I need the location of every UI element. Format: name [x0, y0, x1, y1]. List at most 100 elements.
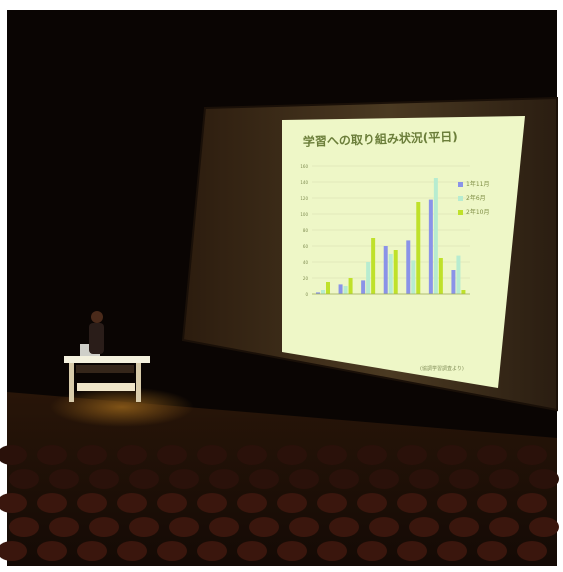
- seat: [117, 541, 147, 561]
- seat: [317, 541, 347, 561]
- seat: [169, 469, 199, 489]
- chart-bar: [371, 238, 376, 294]
- seat: [529, 469, 559, 489]
- seat: [9, 469, 39, 489]
- projected-slide: 学習への取り組み状況(平日) 160 140 120 100 80 60 40 20 0 1年1…: [282, 116, 525, 388]
- seat: [77, 541, 107, 561]
- chart-bar: [388, 254, 393, 294]
- seat: [477, 445, 507, 465]
- legend-swatch: [458, 196, 463, 201]
- legend-label: 2年10月: [466, 208, 489, 216]
- chart-legend: 1年11月 2年6月 2年10月: [458, 180, 489, 216]
- chart-bar: [343, 286, 348, 294]
- seat: [489, 517, 519, 537]
- seat: [317, 445, 347, 465]
- seat: [129, 469, 159, 489]
- seat: [37, 493, 67, 513]
- seat: [357, 445, 387, 465]
- chart-y-tick-label: 160: [300, 164, 308, 169]
- seat: [409, 517, 439, 537]
- seat: [49, 469, 79, 489]
- seat: [437, 493, 467, 513]
- seat: [477, 541, 507, 561]
- seat: [437, 445, 467, 465]
- seat: [197, 541, 227, 561]
- seat: [197, 445, 227, 465]
- seat: [277, 445, 307, 465]
- seat: [0, 541, 27, 561]
- audience-seats: [0, 445, 559, 561]
- seat: [517, 493, 547, 513]
- seat: [157, 493, 187, 513]
- chart-bar: [438, 258, 443, 294]
- seat: [329, 517, 359, 537]
- seat: [157, 541, 187, 561]
- seat: [77, 445, 107, 465]
- seat: [277, 493, 307, 513]
- seat: [397, 541, 427, 561]
- seat: [209, 469, 239, 489]
- chart-bar: [366, 262, 371, 294]
- seat: [437, 541, 467, 561]
- chart-bar: [361, 280, 366, 294]
- chart-bar: [433, 178, 438, 294]
- seat: [317, 493, 347, 513]
- seat: [449, 469, 479, 489]
- slide-title: 学習への取り組み状況(平日): [303, 129, 458, 149]
- chart-bar: [428, 199, 433, 294]
- seat: [49, 517, 79, 537]
- legend-swatch: [458, 210, 463, 215]
- seat: [0, 493, 27, 513]
- chart-y-tick-label: 140: [300, 180, 308, 185]
- seat: [449, 517, 479, 537]
- chart-bar: [461, 290, 466, 294]
- seat: [477, 493, 507, 513]
- seat: [357, 493, 387, 513]
- seat: [0, 445, 27, 465]
- seat: [289, 469, 319, 489]
- legend-swatch: [458, 182, 463, 187]
- seat: [529, 517, 559, 537]
- chart-bars: [312, 178, 470, 295]
- seat: [237, 445, 267, 465]
- chart-bar: [383, 246, 388, 294]
- slide-source-note: (協調学習調査より): [420, 365, 464, 372]
- seat: [89, 469, 119, 489]
- chart-y-tick-label: 60: [303, 244, 309, 249]
- seat: [357, 541, 387, 561]
- seat: [289, 517, 319, 537]
- seat: [77, 493, 107, 513]
- chart-y-tick-label: 20: [303, 276, 309, 281]
- seat: [277, 541, 307, 561]
- stage-spotlight: [50, 387, 194, 427]
- chart-y-tick-label: 80: [303, 228, 309, 233]
- seat: [169, 517, 199, 537]
- seat: [517, 445, 547, 465]
- seat: [409, 469, 439, 489]
- seat: [489, 469, 519, 489]
- legend-label: 1年11月: [466, 180, 489, 188]
- chart-bar: [348, 278, 353, 294]
- chart-bar: [456, 255, 461, 294]
- chart-bar: [321, 290, 325, 294]
- seat: [157, 445, 187, 465]
- seat: [329, 469, 359, 489]
- seat: [237, 493, 267, 513]
- seat: [397, 445, 427, 465]
- seat: [249, 469, 279, 489]
- chart-y-tick-label: 0: [305, 292, 308, 297]
- chart-y-tick-label: 40: [303, 260, 309, 265]
- legend-label: 2年6月: [466, 194, 486, 202]
- seat: [209, 517, 239, 537]
- seat: [397, 493, 427, 513]
- presenter: [89, 311, 104, 354]
- chart-y-tick-label: 100: [300, 212, 308, 217]
- seat: [37, 541, 67, 561]
- chart-bar: [416, 202, 421, 294]
- chart-bar: [316, 292, 320, 294]
- seat: [117, 493, 147, 513]
- chart-bar: [451, 270, 456, 294]
- seat: [9, 517, 39, 537]
- seat: [117, 445, 147, 465]
